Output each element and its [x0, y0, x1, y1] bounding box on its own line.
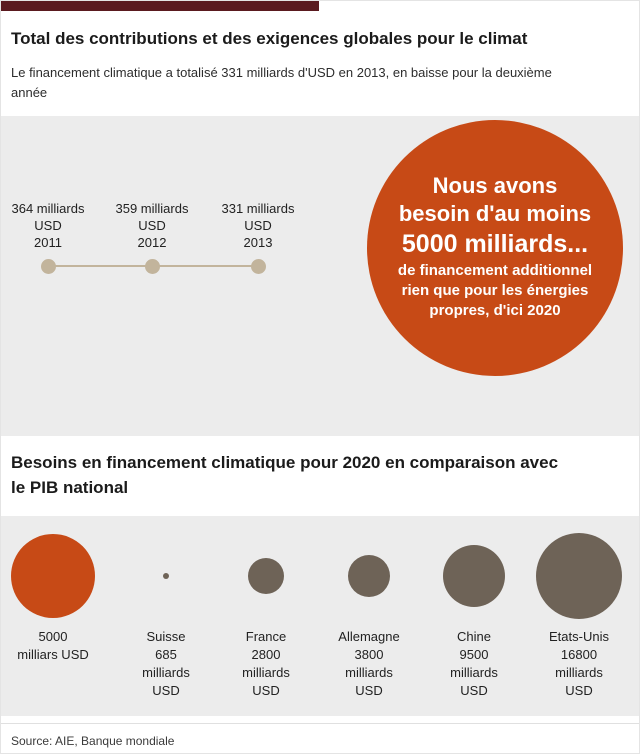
- bubble-label-need: 5000 milliars USD: [1, 628, 108, 664]
- bubble-label-line: milliards: [242, 664, 290, 680]
- timeline-year: 2011: [34, 235, 62, 251]
- need-headline-line: 5000 milliards...: [401, 230, 589, 259]
- bubble-label-line: milliards: [142, 664, 190, 680]
- timeline-label-2013: 331 milliards USD 2013: [203, 200, 313, 251]
- bubble-label-line: milliards: [450, 664, 498, 680]
- timeline-label-2012: 359 milliards USD 2012: [97, 200, 207, 251]
- page-title: Total des contributions et des exigences…: [11, 29, 528, 48]
- comparison-title: Besoins en financement climatique pour 2…: [11, 453, 559, 497]
- timeline-unit: USD: [138, 218, 166, 234]
- gdp-bubble-chine: [443, 545, 505, 607]
- bubble-label-line: USD: [355, 682, 383, 698]
- timeline-year: 2013: [243, 235, 273, 251]
- bubble-label-line: milliards: [555, 664, 603, 680]
- need-headline-line: Nous avons: [432, 173, 558, 198]
- bubble-label-line: Allemagne: [338, 629, 400, 644]
- bubble-label-line: 16800: [560, 646, 598, 662]
- timeline-amount: 364 milliards: [11, 201, 85, 216]
- need-subtext-line: de financement additionnel: [397, 261, 593, 279]
- bubble-label-line: USD: [460, 682, 488, 698]
- source-note: Source: AIE, Banque mondiale: [11, 734, 175, 748]
- timeline-year: 2012: [137, 235, 167, 251]
- bubble-label-line: Etats-Unis: [549, 629, 609, 644]
- bubble-label-line: 685: [155, 646, 177, 662]
- gdp-bubble-france: [248, 558, 284, 594]
- need-subtext-line: rien que pour les énergies: [401, 281, 589, 299]
- top-accent-bar: [1, 1, 319, 11]
- bubble-label-line: USD: [252, 682, 280, 698]
- bubble-label-line: milliards: [345, 664, 393, 680]
- need-subtext-line: propres, d'ici 2020: [429, 302, 561, 319]
- timeline-unit: USD: [244, 218, 272, 234]
- bubble-label-line: milliars USD: [17, 646, 89, 662]
- timeline-amount: 359 milliards: [115, 201, 189, 216]
- bubble-label-line: 5000: [38, 629, 68, 644]
- bubble-label-line: 3800: [354, 646, 384, 662]
- bubble-label-line: Suisse: [146, 629, 186, 644]
- gdp-bubble-need-5000: [11, 534, 95, 618]
- gdp-bubble-allemagne: [348, 555, 390, 597]
- page-subtitle: Le financement climatique a totalisé 331…: [11, 65, 552, 100]
- bubble-label-line: USD: [152, 682, 180, 698]
- gdp-bubble-etats-unis: [536, 533, 622, 619]
- gdp-comparison-section: 5000 milliars USD Suisse 685 milliards U…: [1, 516, 639, 716]
- gdp-bubble-suisse: [163, 573, 169, 579]
- need-headline-line: besoin d'au moins: [398, 201, 592, 227]
- bubble-label-line: France: [245, 629, 287, 644]
- bubble-label-line: Chine: [457, 629, 491, 644]
- bubble-label-line: USD: [565, 682, 593, 698]
- bubble-label-chine: Chine 9500 milliards USD: [419, 628, 529, 700]
- footer-divider: [1, 723, 639, 724]
- timeline-dot-2011: [41, 259, 56, 274]
- bubble-label-etats-unis: Etats-Unis 16800 milliards USD: [524, 628, 634, 700]
- timeline-dot-2013: [251, 259, 266, 274]
- timeline-dot-2012: [145, 259, 160, 274]
- timeline-unit: USD: [34, 218, 62, 234]
- bubble-label-france: France 2800 milliards USD: [211, 628, 321, 700]
- timeline-amount: 331 milliards: [221, 201, 295, 216]
- bubble-label-line: 2800: [251, 646, 281, 662]
- contributions-section: 364 milliards USD 2011 359 milliards USD…: [1, 116, 639, 436]
- need-bubble: Nous avons besoin d'au moins 5000 millia…: [367, 120, 623, 376]
- timeline-label-2011: 364 milliards USD 2011: [1, 200, 103, 251]
- bubble-label-suisse: Suisse 685 milliards USD: [111, 628, 221, 700]
- bubble-label-allemagne: Allemagne 3800 milliards USD: [314, 628, 424, 700]
- bubble-label-line: 9500: [459, 646, 489, 662]
